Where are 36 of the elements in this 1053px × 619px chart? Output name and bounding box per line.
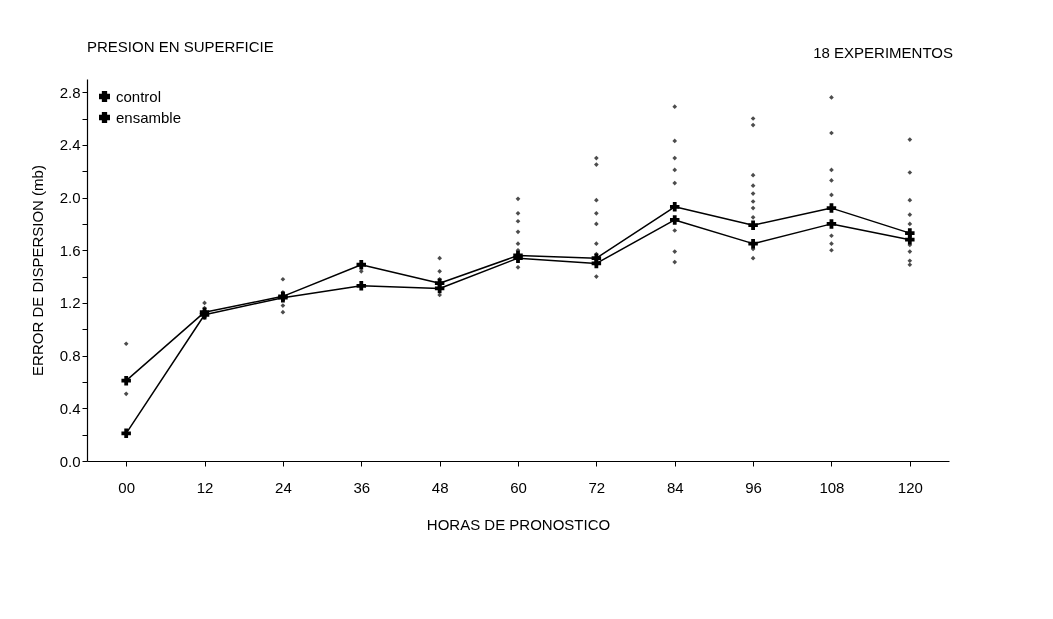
x-tick-label: 48: [431, 478, 449, 496]
y-tick-label: 2.4: [59, 136, 81, 154]
x-tick-label: 12: [196, 478, 214, 496]
y-tick-label: 2.8: [59, 83, 81, 101]
y-axis-title: ERROR DE DISPERSION (mb): [28, 165, 46, 376]
point: [121, 428, 131, 439]
x-tick-label: 60: [510, 478, 527, 496]
x-tick-label: 36: [353, 478, 371, 496]
point: [356, 281, 367, 291]
y-tick-label: 1.6: [59, 241, 81, 259]
point: [356, 259, 367, 270]
legend-label: control: [116, 87, 162, 105]
text: 18 EXPERIMENTOS: [813, 44, 953, 61]
y-tick-label: 0.0: [59, 452, 81, 470]
point: [669, 215, 680, 225]
legend-label: ensamble: [116, 108, 182, 126]
chart-title: PRESION EN SUPERFICIE: [87, 38, 274, 55]
point: [826, 203, 837, 213]
point: [669, 202, 680, 212]
x-tick-label: 96: [745, 478, 762, 496]
x-tick-label: 108: [819, 478, 845, 496]
point: [905, 234, 915, 245]
x-tick-label: 72: [588, 478, 606, 496]
point: [748, 220, 758, 230]
point: [826, 219, 837, 229]
x-tick-label: 24: [275, 478, 292, 496]
y-tick-label: 2.0: [59, 189, 81, 207]
y-tick-label: 1.2: [59, 294, 81, 312]
y-tick-label: 0.8: [59, 347, 81, 365]
y-tick-label: 0.4: [59, 399, 81, 417]
x-tick-label: 00: [118, 478, 136, 496]
point: [121, 375, 131, 386]
point: [748, 238, 758, 249]
x-tick-label: 120: [897, 478, 923, 496]
x-tick-label: 84: [666, 478, 684, 496]
x-axis-title: HORAS DE PRONOSTICO: [426, 515, 611, 533]
